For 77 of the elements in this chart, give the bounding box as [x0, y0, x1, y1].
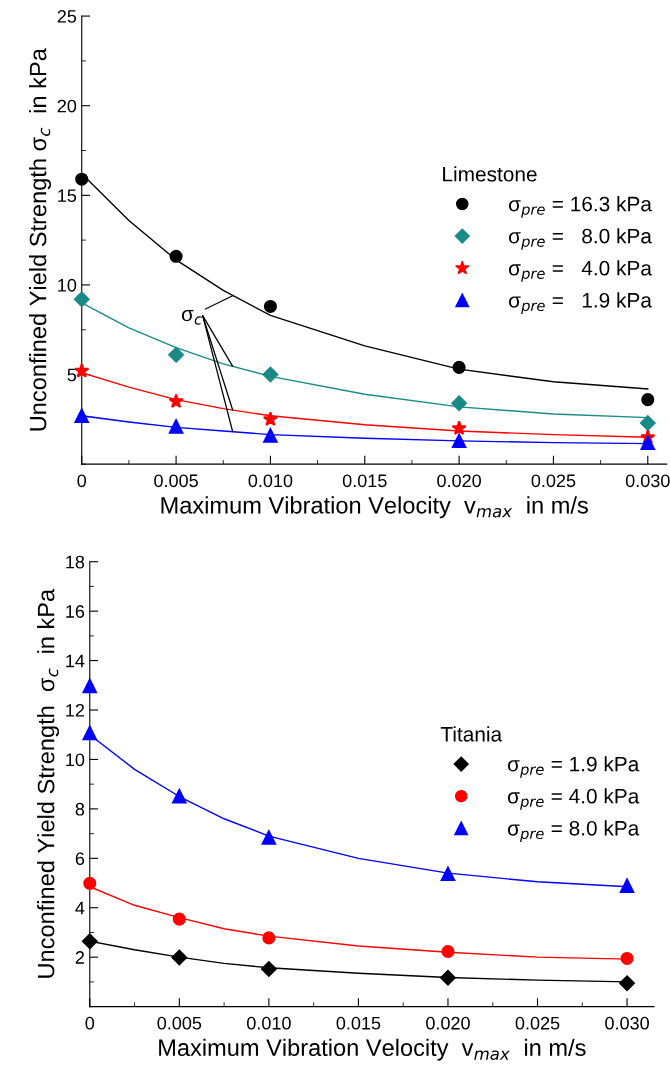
point — [75, 172, 89, 186]
point — [620, 951, 634, 965]
point — [451, 395, 467, 412]
y-tick-label: 14 — [66, 654, 85, 668]
legend-label: σ$_{pre}$ = 8.0 kPa — [508, 228, 652, 250]
annotation: σ$_{c}$ — [181, 310, 202, 325]
point — [619, 975, 635, 991]
y-tick-label: 6 — [75, 852, 85, 866]
legend-label: σ$_{pre}$ = 1.9 kPa — [507, 756, 640, 778]
y-tick-label: 15 — [58, 189, 77, 203]
x-tick-label: 0.025 — [531, 474, 576, 488]
x-tick-label: 0.005 — [157, 1016, 202, 1030]
legend-title: Limestone — [443, 166, 537, 182]
x-tick-label: 0.030 — [605, 1016, 649, 1030]
point — [172, 912, 186, 926]
x-tick-label: 0.005 — [154, 474, 198, 488]
legend-label: σ$_{pre}$ = 4.0 kPa — [508, 260, 652, 282]
point — [73, 291, 90, 308]
legend-title: Titania — [440, 726, 503, 742]
legend-label: σ$_{pre}$ = 4.0 kPa — [507, 788, 640, 810]
y-tick-label: 4 — [75, 901, 85, 915]
point — [440, 866, 456, 882]
point — [168, 419, 184, 434]
point — [168, 347, 184, 363]
y-tick-label: 5 — [67, 368, 77, 382]
x-tick-label: 0.030 — [625, 474, 670, 488]
point — [171, 949, 188, 966]
point — [261, 830, 277, 845]
x-tick-label: 0.025 — [515, 1016, 560, 1030]
point — [263, 428, 278, 443]
point — [81, 933, 98, 950]
point — [263, 299, 277, 313]
x-tick-label: 0.010 — [248, 474, 293, 488]
point — [451, 420, 467, 435]
legend-label: σ$_{pre}$ = 8.0 kPa — [507, 820, 640, 842]
point — [262, 931, 276, 945]
legend-label: σ$_{pre}$ = 1.9 kPa — [508, 292, 652, 314]
point — [74, 363, 90, 378]
x-axis-title: Maximum Vibration Velocity v$_{max}$ in m/s — [159, 1038, 586, 1061]
y-tick-label: 18 — [66, 555, 85, 569]
y-tick-label: 10 — [66, 753, 85, 767]
x-tick-label: 0 — [85, 1016, 95, 1030]
y-axis-title: Unconfined Yield Strength σ$_{c}$ in kPa — [37, 588, 60, 978]
point — [452, 360, 466, 374]
x-tick-label: 0.010 — [246, 1016, 291, 1030]
y-tick-label: 16 — [66, 605, 85, 618]
point — [262, 411, 278, 426]
x-tick-label: 0.015 — [342, 474, 387, 488]
x-tick-label: 0.020 — [437, 474, 481, 488]
point — [82, 678, 97, 694]
point — [640, 435, 655, 450]
point — [441, 944, 455, 959]
point — [619, 878, 635, 893]
x-tick-label: 0.015 — [336, 1016, 381, 1030]
x-tick-label: 0 — [77, 474, 87, 488]
y-tick-label: 10 — [58, 278, 77, 292]
y-tick-label: 25 — [57, 10, 77, 23]
point — [639, 415, 656, 431]
point — [262, 366, 279, 383]
legend-label: σ$_{pre}$ = 16.3 kPa — [508, 196, 652, 218]
y-tick-label: 12 — [66, 703, 85, 717]
point — [169, 249, 183, 263]
point — [172, 789, 187, 804]
y-tick-label: 8 — [75, 802, 85, 816]
point — [641, 393, 655, 407]
y-tick-label: 2 — [75, 951, 85, 964]
y-tick-label: 20 — [57, 99, 77, 113]
point — [82, 725, 97, 741]
x-tick-label: 0.020 — [426, 1016, 470, 1030]
point — [261, 961, 277, 977]
point — [451, 433, 467, 449]
point — [74, 408, 89, 423]
point — [440, 969, 456, 986]
y-axis-title: Unconfined Yield Strength σ$_{c}$ in kPa — [29, 48, 52, 431]
point — [168, 393, 184, 409]
point — [83, 876, 97, 890]
x-axis-title: Maximum Vibration Velocity v$_{max}$ in m/s — [161, 496, 588, 519]
